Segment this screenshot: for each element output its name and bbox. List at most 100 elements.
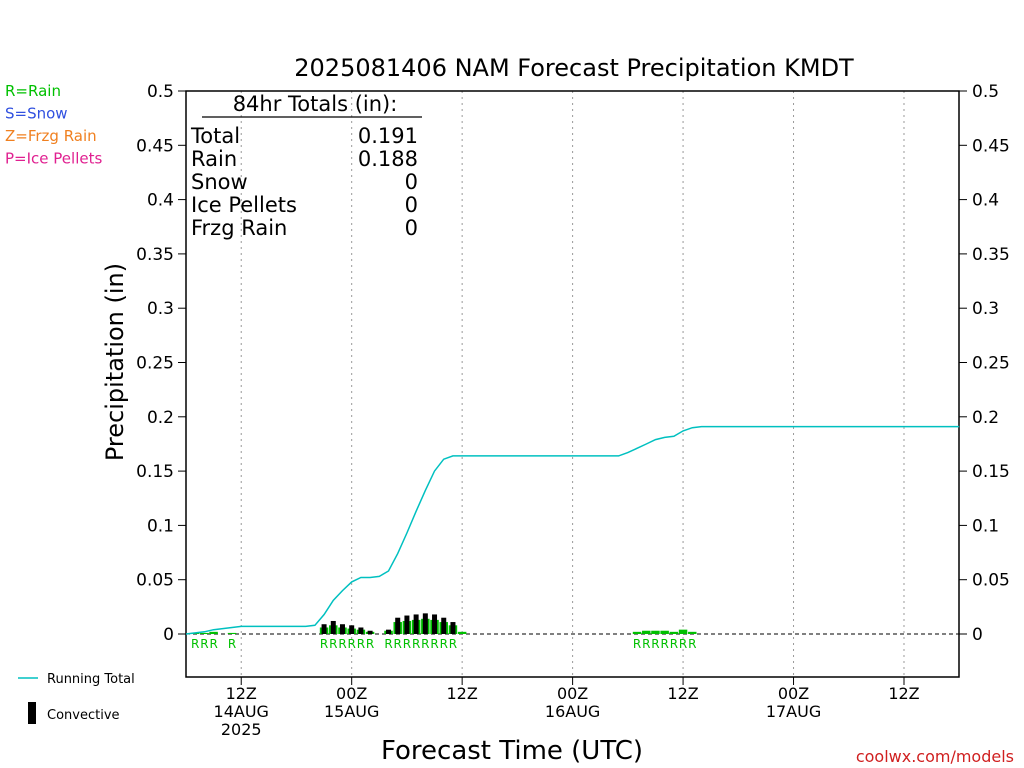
rain-bar: [678, 629, 688, 634]
ptype-legend: R=Rain S=Snow Z=Frzg Rain P=Ice Pellets: [5, 82, 102, 168]
totals-label: Frzg Rain: [191, 216, 287, 240]
convective-bar: [395, 617, 401, 634]
y-tick-label-right: 0.2: [972, 408, 999, 428]
y-tick-label-right: 0.05: [972, 571, 1010, 591]
ptype-mark: R: [329, 637, 337, 651]
rain-bar: [642, 630, 651, 634]
ptype-mark: R: [670, 637, 678, 651]
convective-bar: [441, 617, 447, 634]
totals-label: Snow: [191, 170, 248, 194]
ptype-mark: R: [412, 637, 420, 651]
legend-label: Convective: [47, 708, 120, 723]
rain-bar: [227, 632, 237, 634]
totals-value: 0.191: [358, 124, 418, 148]
convective-bar: [413, 614, 419, 634]
rain-bar: [200, 632, 209, 634]
rain-bar: [632, 631, 642, 634]
x-tick-label: 16AUG: [545, 702, 600, 721]
rain-bar: [660, 630, 669, 634]
ptype-mark: R: [660, 637, 668, 651]
totals-box: 84hr Totals (in): Total 0.191 Rain 0.188 Sno…: [190, 92, 422, 240]
y-tick-label-left: 0.2: [147, 408, 174, 428]
y-tick-label-right: 0.25: [972, 354, 1010, 374]
x-tick-label: 00Z: [778, 684, 809, 703]
ptype-mark: R: [394, 637, 402, 651]
rain-bar: [669, 631, 679, 634]
ptype-mark: R: [384, 637, 392, 651]
y-axis-label: Precipitation (in): [101, 263, 129, 461]
totals-value: 0: [405, 216, 418, 240]
running-total-line: [185, 425, 960, 635]
convective-bar: [349, 625, 355, 634]
legend-label: Running Total: [47, 672, 135, 687]
x-tick-label: 17AUG: [766, 702, 821, 721]
ptype-legend-item: Z=Frzg Rain: [5, 127, 97, 145]
totals-label: Total: [190, 124, 240, 148]
totals-label: Ice Pellets: [191, 193, 297, 217]
rain-bar: [651, 630, 660, 634]
rain-bar: [688, 631, 697, 634]
x-tick-label: 15AUG: [324, 702, 379, 721]
ptype-mark: R: [679, 637, 687, 651]
y-tick-label-left: 0.35: [136, 245, 174, 265]
y-tick-label-left: 0.5: [147, 82, 174, 102]
y-tick-label-right: 0.5: [972, 82, 999, 102]
x-tick-label: 12Z: [446, 684, 477, 703]
y-tick-label-left: 0.4: [147, 191, 174, 211]
x-tick-label: 12Z: [226, 684, 257, 703]
totals-heading: 84hr Totals (in):: [233, 92, 398, 116]
ptype-mark: R: [651, 637, 659, 651]
ptype-mark: R: [642, 637, 650, 651]
ptype-mark: R: [688, 637, 696, 651]
y-tick-label-right: 0.4: [972, 191, 999, 211]
ptype-mark: R: [348, 637, 356, 651]
rain-bar: [457, 631, 467, 634]
ptype-legend-item: R=Rain: [5, 82, 61, 100]
rain-bar: [209, 631, 218, 634]
credit-text: coolwx.com/models: [856, 747, 1014, 766]
ptype-mark: R: [440, 637, 448, 651]
convective-bar: [432, 614, 438, 634]
totals-label: Rain: [191, 147, 237, 171]
totals-value: 0: [405, 193, 418, 217]
convective-bars: [321, 613, 456, 634]
y-tick-label-left: 0.1: [147, 516, 174, 536]
y-tick-label-left: 0.05: [136, 571, 174, 591]
convective-bar: [386, 629, 392, 634]
totals-value: 0: [405, 170, 418, 194]
ptype-mark: R: [200, 637, 208, 651]
ptype-mark: R: [430, 637, 438, 651]
y-tick-label-left: 0.45: [136, 136, 174, 156]
y-axis-left: 0 0.05 0.1 0.15 0.2 0.25 0.3 0.35 0.4 0.45 0.5: [136, 82, 186, 645]
ptype-mark: R: [228, 637, 236, 651]
grid-lines: [240, 91, 905, 677]
ptype-mark: R: [366, 637, 374, 651]
convective-bar: [321, 624, 327, 634]
ptype-mark: R: [403, 637, 411, 651]
x-axis-label: Forecast Time (UTC): [381, 736, 643, 766]
convective-bar: [422, 613, 428, 634]
convective-bar: [450, 622, 456, 634]
ptype-mark: R: [357, 637, 365, 651]
totals-value: 0.188: [358, 147, 418, 171]
y-tick-label-left: 0.25: [136, 354, 174, 374]
y-tick-label-right: 0: [972, 625, 983, 645]
convective-bar: [330, 620, 336, 634]
legend-swatch-bar: [28, 702, 36, 724]
y-tick-label-right: 0.1: [972, 516, 999, 536]
ptype-legend-item: P=Ice Pellets: [5, 150, 102, 168]
x-tick-label: 00Z: [557, 684, 588, 703]
y-tick-label-right: 0.3: [972, 299, 999, 319]
ptype-mark: R: [191, 637, 199, 651]
x-tick-label: 2025: [221, 720, 262, 739]
ptype-mark: R: [338, 637, 346, 651]
x-tick-label: 12Z: [888, 684, 919, 703]
x-tick-label: 14AUG: [214, 702, 269, 721]
ptype-legend-item: S=Snow: [5, 105, 68, 123]
y-tick-label-left: 0: [163, 625, 174, 645]
y-tick-label-right: 0.35: [972, 245, 1010, 265]
convective-bar: [404, 615, 410, 634]
convective-bar: [367, 630, 373, 634]
